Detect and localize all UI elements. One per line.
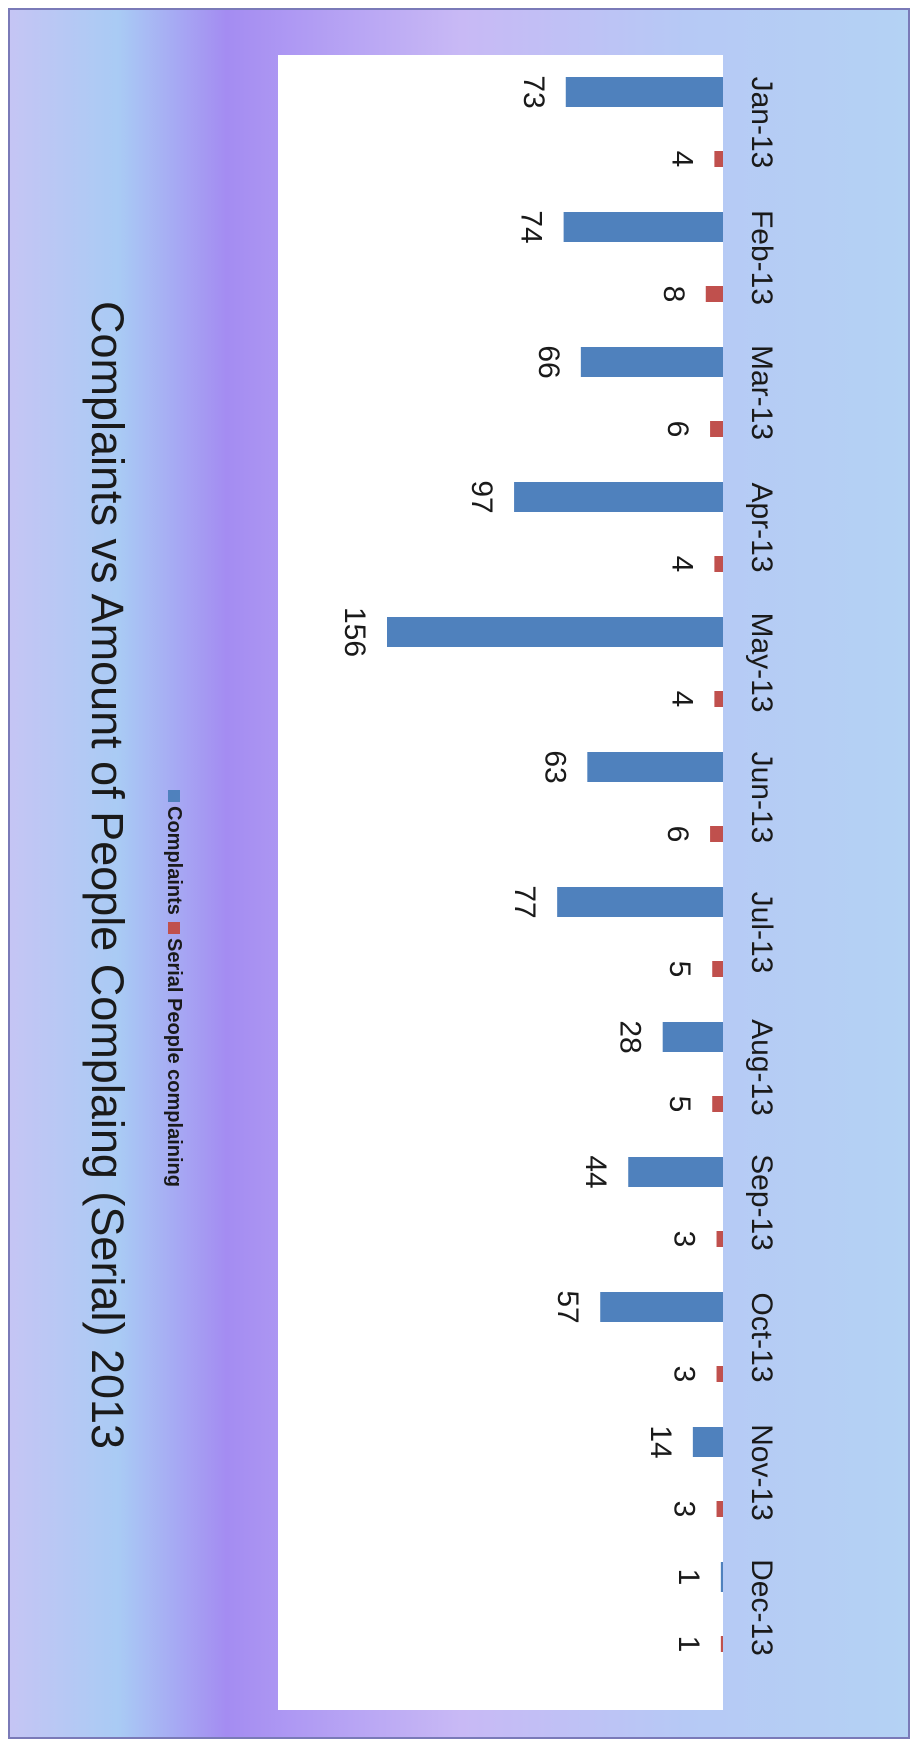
data-label-complaints-Aug-13: 28	[614, 1020, 647, 1053]
x-tick-label-Apr-13: Apr-13	[745, 482, 778, 572]
data-label-complaints-Mar-13: 66	[532, 345, 565, 378]
x-tick-label-Dec-13: Dec-13	[745, 1559, 778, 1656]
x-tick-label-Nov-13: Nov-13	[745, 1424, 778, 1521]
data-label-complaints-May-13: 156	[338, 607, 371, 657]
data-label-complaints-Feb-13: 74	[515, 210, 548, 243]
data-label-serial-Sep-13: 3	[668, 1231, 701, 1248]
data-label-complaints-Jun-13: 63	[538, 750, 571, 783]
x-tick-label-Jul-13: Jul-13	[745, 892, 778, 974]
data-label-serial-Oct-13: 3	[668, 1366, 701, 1383]
bar-serial-Apr-13	[714, 556, 723, 572]
legend-label-complaints: Complaints	[163, 806, 185, 915]
bar-serial-Jul-13	[712, 961, 723, 977]
x-tick-label-Feb-13: Feb-13	[745, 210, 778, 305]
bar-serial-Feb-13	[705, 286, 723, 302]
data-label-serial-Aug-13: 5	[663, 1096, 696, 1113]
bar-serial-Dec-13	[720, 1636, 723, 1652]
data-label-serial-May-13: 4	[665, 691, 698, 708]
bar-chart: Complaints vs Amount of People Complaing…	[10, 10, 908, 1737]
bar-complaints-Feb-13	[563, 212, 723, 242]
bar-serial-May-13	[714, 691, 723, 707]
plot-area	[278, 55, 723, 1710]
bar-serial-Jun-13	[710, 826, 723, 842]
data-label-serial-Mar-13: 6	[661, 421, 694, 438]
bar-serial-Mar-13	[710, 421, 723, 437]
data-label-complaints-Apr-13: 97	[465, 480, 498, 513]
chart-title: Complaints vs Amount of People Complaing…	[82, 301, 133, 1449]
bar-serial-Aug-13	[712, 1096, 723, 1112]
legend-swatch-serial	[168, 922, 180, 934]
x-tick-label-Mar-13: Mar-13	[745, 345, 778, 440]
x-tick-label-Aug-13: Aug-13	[745, 1019, 778, 1116]
data-label-serial-Nov-13: 3	[668, 1501, 701, 1518]
bar-complaints-Nov-13	[692, 1427, 723, 1457]
bar-complaints-May-13	[387, 617, 723, 647]
data-label-serial-Jun-13: 6	[661, 826, 694, 843]
bar-complaints-Jul-13	[557, 887, 723, 917]
x-tick-label-May-13: May-13	[745, 612, 778, 712]
bar-complaints-Dec-13	[720, 1562, 723, 1592]
data-label-serial-Jul-13: 5	[663, 961, 696, 978]
bar-complaints-Sep-13	[628, 1157, 723, 1187]
bar-serial-Nov-13	[716, 1501, 723, 1517]
data-label-complaints-Sep-13: 44	[579, 1155, 612, 1188]
legend-swatch-complaints	[168, 790, 180, 802]
bar-serial-Oct-13	[716, 1366, 723, 1382]
data-label-complaints-Dec-13: 1	[672, 1569, 705, 1586]
data-label-serial-Jan-13: 4	[665, 151, 698, 168]
data-label-complaints-Nov-13: 14	[644, 1425, 677, 1458]
x-tick-label-Oct-13: Oct-13	[745, 1292, 778, 1382]
x-tick-label-Jun-13: Jun-13	[745, 752, 778, 844]
bar-serial-Sep-13	[716, 1231, 723, 1247]
data-label-serial-Apr-13: 4	[665, 556, 698, 573]
data-label-serial-Feb-13: 8	[657, 286, 690, 303]
data-label-complaints-Jan-13: 73	[517, 75, 550, 108]
data-label-complaints-Jul-13: 77	[508, 885, 541, 918]
x-tick-label-Sep-13: Sep-13	[745, 1154, 778, 1251]
data-label-serial-Dec-13: 1	[672, 1636, 705, 1653]
bar-complaints-Jan-13	[565, 77, 723, 107]
bar-complaints-Mar-13	[580, 347, 723, 377]
bar-complaints-Oct-13	[600, 1292, 723, 1322]
x-tick-label-Jan-13: Jan-13	[745, 77, 778, 169]
bar-complaints-Aug-13	[662, 1022, 723, 1052]
chart-frame: Complaints vs Amount of People Complaing…	[8, 8, 910, 1739]
bar-serial-Jan-13	[714, 151, 723, 167]
bar-complaints-Apr-13	[514, 482, 723, 512]
data-label-complaints-Oct-13: 57	[551, 1290, 584, 1323]
bar-complaints-Jun-13	[587, 752, 723, 782]
legend-label-serial: Serial People complaining	[163, 938, 185, 1187]
